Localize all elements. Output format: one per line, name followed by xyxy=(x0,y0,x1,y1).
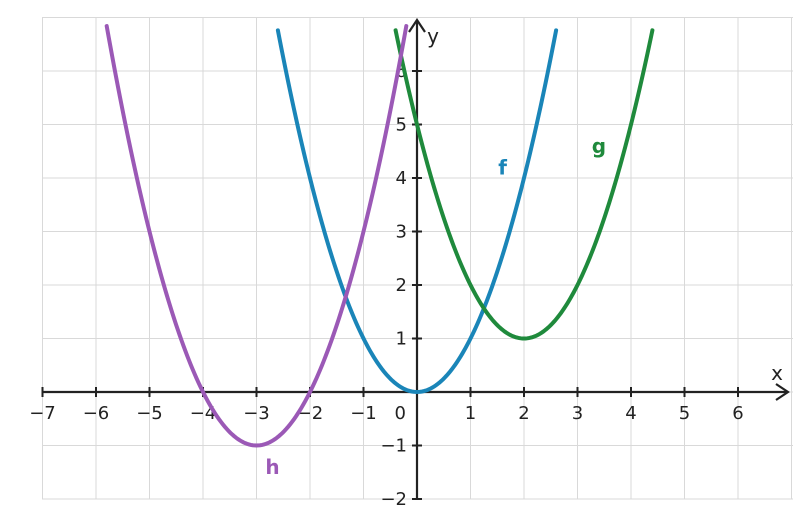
curves xyxy=(104,24,655,448)
y-axis-title: y xyxy=(427,24,439,48)
curve-h xyxy=(104,24,409,448)
y-tick-label: 4 xyxy=(396,168,407,189)
x-tick-label: 1 xyxy=(465,403,476,424)
y-tick-label: 2 xyxy=(396,275,407,296)
curve-label-h: h xyxy=(265,455,279,479)
axes xyxy=(41,18,790,500)
curve-g xyxy=(393,28,655,341)
y-tick-label: 6 xyxy=(396,61,407,82)
x-tick-label: 2 xyxy=(518,403,529,424)
x-tick-label: 3 xyxy=(572,403,583,424)
y-tick-label: 5 xyxy=(396,115,407,136)
x-tick-label: 4 xyxy=(625,403,636,424)
curve-labels: f g h xyxy=(265,134,606,479)
y-axis-arrow xyxy=(408,18,426,33)
x-axis-arrow xyxy=(775,383,790,401)
x-tick-label: −5 xyxy=(136,403,163,424)
curve-f xyxy=(275,28,559,395)
x-tick-label: −1 xyxy=(350,403,377,424)
x-tick-label: 6 xyxy=(732,403,743,424)
curve-label-f: f xyxy=(498,155,507,179)
origin-label: 0 xyxy=(395,403,406,424)
x-tick-label: −7 xyxy=(29,403,56,424)
y-tick-label: −2 xyxy=(380,489,407,510)
x-tick-label: −3 xyxy=(243,403,270,424)
y-tick-label: 3 xyxy=(396,222,407,243)
y-tick-label: 1 xyxy=(396,329,407,350)
x-tick-label: −6 xyxy=(83,403,110,424)
x-axis-title: x xyxy=(771,361,783,385)
x-tick-label: 5 xyxy=(679,403,690,424)
curve-label-g: g xyxy=(592,134,606,158)
y-tick-label: −1 xyxy=(380,436,407,457)
